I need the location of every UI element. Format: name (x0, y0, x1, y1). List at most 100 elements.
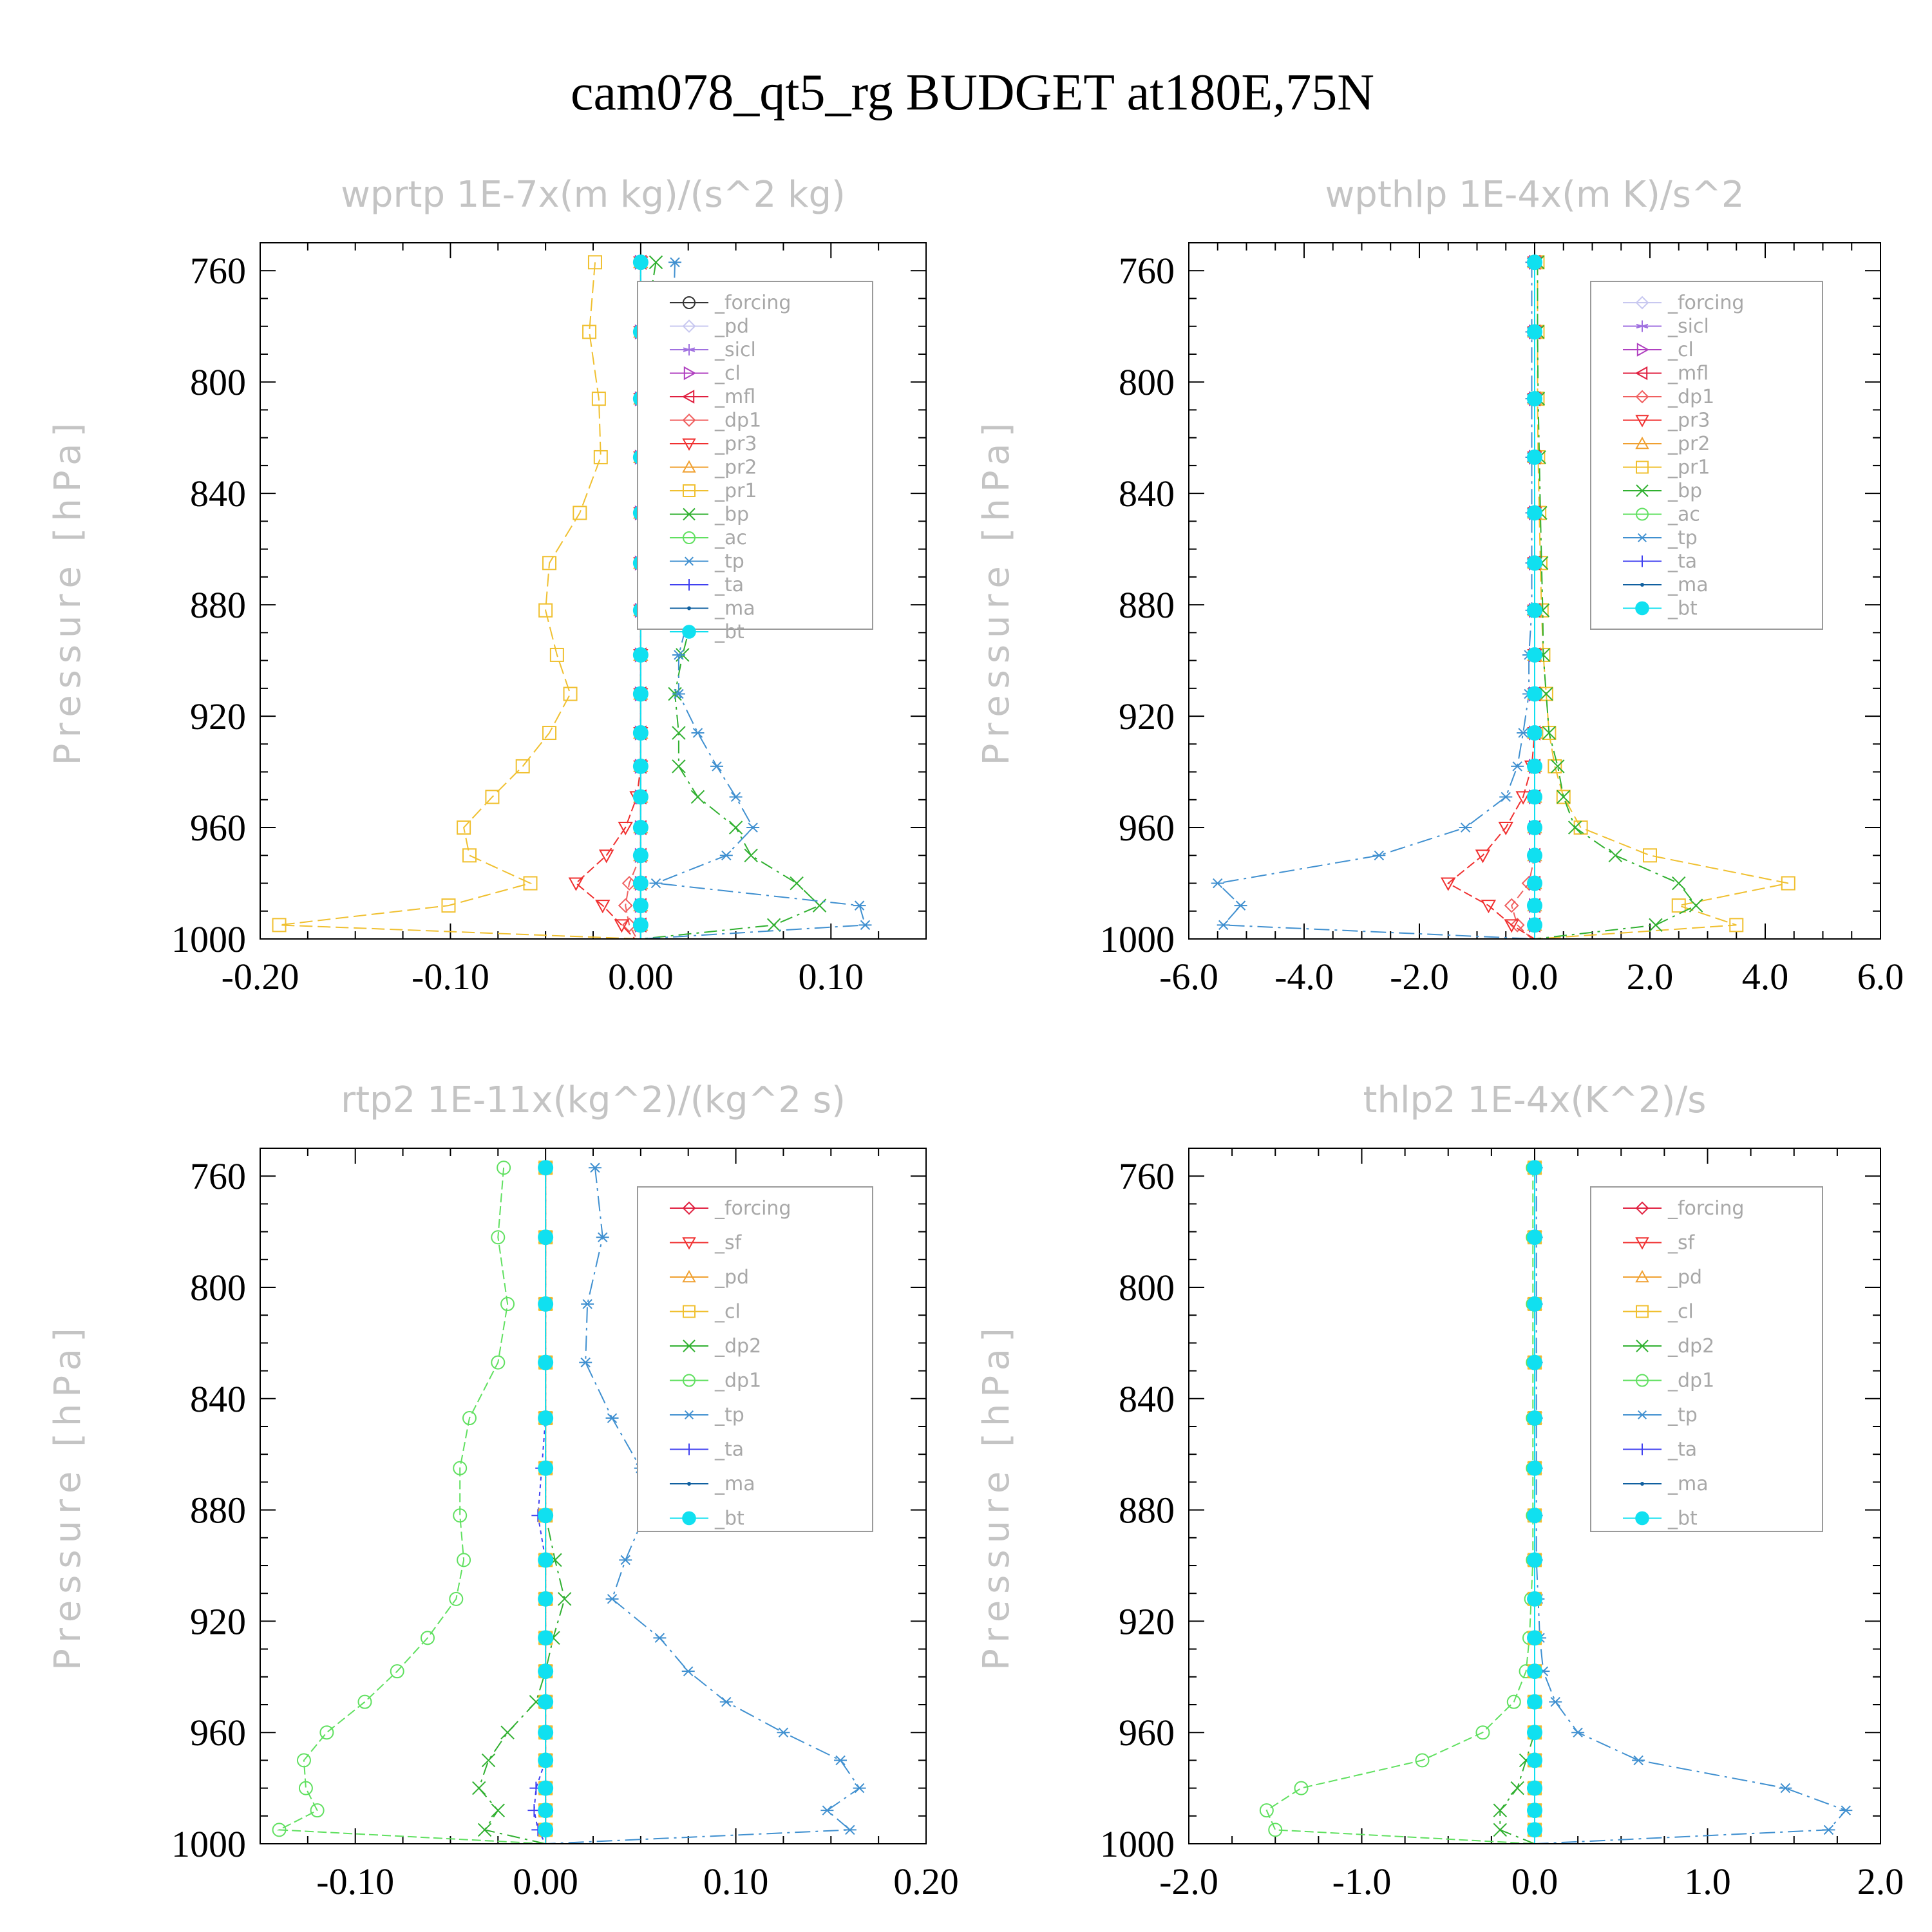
legend-marker (1635, 436, 1649, 450)
x-tick-label: 0.10 (799, 956, 864, 998)
legend-marker (682, 1269, 696, 1283)
legend-marker (682, 1237, 696, 1250)
legend-label: _pd (714, 1266, 749, 1289)
legend-item: _ma (1623, 1473, 1709, 1495)
x-tick-label: -1.0 (1332, 1861, 1392, 1902)
data-point (1527, 602, 1542, 618)
legend-label: _ac (1667, 504, 1700, 526)
data-point (557, 1592, 572, 1606)
series-bt (1527, 1160, 1542, 1844)
legend-marker (682, 319, 696, 333)
data-point (1527, 848, 1542, 864)
legend-marker (683, 1374, 696, 1387)
y-tick-label: 880 (1119, 1490, 1175, 1531)
data-point (579, 1357, 592, 1368)
legend-item: _bt (1623, 598, 1698, 620)
legend-marker (683, 556, 695, 566)
data-point (515, 759, 530, 773)
legend-label: _ta (714, 574, 744, 596)
legend-marker (1640, 1482, 1644, 1486)
legend: _forcing_sicl_cl_mfl_dp1_pr3_pr2_pr1_bp_… (1590, 281, 1823, 630)
data-point (1527, 1552, 1542, 1568)
legend-box (1590, 281, 1823, 630)
data-point (568, 877, 584, 891)
legend-label: _pr2 (714, 457, 757, 479)
data-point (1571, 1727, 1585, 1738)
series-line (545, 1168, 860, 1844)
legend-label: _dp1 (714, 410, 761, 432)
panel-wpthlp: wpthlp 1E-4x(m K)/s^2 Pressure [hPa] 760 80… (976, 174, 1904, 998)
data-point (593, 450, 608, 464)
data-point (481, 1753, 496, 1768)
legend-item: _sicl (1623, 316, 1709, 338)
data-point (1259, 1803, 1274, 1818)
data-point (719, 850, 733, 860)
legend-item: _dp2 (670, 1335, 761, 1358)
data-point (1779, 1783, 1792, 1794)
y-axis-label: Pressure [hPa] (47, 1321, 89, 1671)
data-point (1549, 1696, 1562, 1707)
data-point (1527, 1410, 1542, 1426)
y-tick-label: 880 (190, 1490, 246, 1531)
data-point (1475, 849, 1491, 864)
data-point (1499, 791, 1513, 802)
series-line (279, 262, 641, 939)
x-tick-label: -2.0 (1390, 956, 1449, 998)
legend-label: _mfl (714, 386, 755, 408)
data-point (462, 1411, 477, 1426)
data-point (1294, 1781, 1309, 1795)
legend-item: _forcing (670, 1197, 791, 1220)
legend-item: _cl (670, 1301, 741, 1323)
legend-item: _ma (670, 598, 755, 620)
series-pr1 (272, 255, 641, 939)
y-axis-label: Pressure [hPa] (47, 417, 89, 766)
data-point (538, 1822, 554, 1838)
data-point (1504, 919, 1519, 933)
data-point (538, 1663, 554, 1680)
legend-label: _ma (1667, 1473, 1709, 1495)
data-point (1493, 1823, 1508, 1837)
legend-item: _ac (670, 527, 747, 549)
x-tick-label: 0.20 (893, 1861, 959, 1902)
y-tick-label: 960 (1119, 807, 1175, 849)
data-point (632, 725, 649, 741)
legend-item: _dp1 (1623, 1370, 1714, 1392)
legend-item: _tp (1623, 527, 1698, 549)
data-point (582, 325, 597, 339)
data-point (538, 1160, 554, 1176)
data-point (834, 1755, 848, 1766)
data-point (672, 688, 685, 699)
legend-marker (1636, 1410, 1648, 1420)
series-dp1 (272, 1160, 546, 1844)
data-point (457, 820, 471, 835)
y-tick-label: 760 (190, 250, 246, 292)
legend-marker (1636, 460, 1649, 474)
data-point (1527, 1630, 1542, 1646)
legend-label: _forcing (714, 292, 791, 314)
legend-label: _forcing (1667, 1197, 1744, 1220)
data-point (777, 1727, 790, 1738)
x-tick-label: -0.20 (222, 956, 299, 998)
data-point (538, 1803, 554, 1819)
legend-item: _bt (1623, 1508, 1698, 1530)
data-point (1527, 1822, 1542, 1838)
data-point (649, 878, 663, 889)
legend-marker (682, 413, 696, 427)
data-point (1729, 918, 1744, 933)
legend-marker (682, 1511, 696, 1526)
legend-box (637, 281, 873, 630)
data-point (573, 506, 587, 520)
data-point (1217, 920, 1230, 931)
legend-label: _forcing (714, 1197, 791, 1220)
legend-marker (1640, 583, 1644, 587)
legend-item: _ac (1623, 504, 1700, 526)
plot-frame (260, 242, 927, 940)
data-point (1608, 848, 1623, 862)
data-point (538, 1552, 554, 1568)
legend-label: _bp (1667, 480, 1702, 502)
x-tick-label: 0.0 (1511, 1861, 1558, 1902)
legend-marker (1636, 533, 1648, 543)
data-point (272, 1823, 287, 1837)
data-point (681, 1666, 695, 1676)
legend: _forcing_pd_sicl_cl_mfl_dp1_pr3_pr2_pr1_… (637, 281, 873, 643)
